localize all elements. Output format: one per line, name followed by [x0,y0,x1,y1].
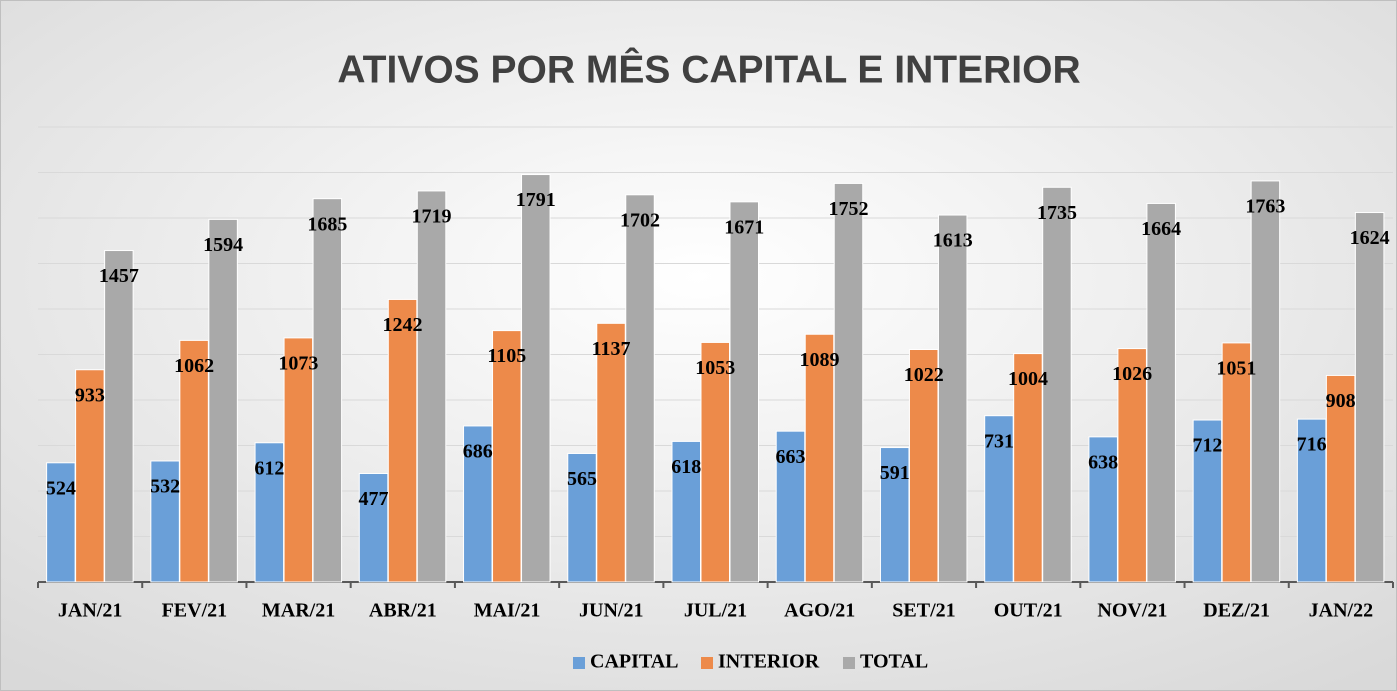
bar [150,460,180,583]
data-label: 1685 [307,213,347,235]
bar [492,330,522,583]
bar [1117,348,1147,583]
data-label: 565 [567,468,597,490]
x-tick-label: MAR/21 [262,600,335,622]
bar [283,337,314,583]
bar [729,201,759,583]
bar [625,194,655,583]
data-label: 686 [463,441,493,463]
x-tick-label: NOV/21 [1097,600,1167,622]
bar [596,322,626,583]
data-label: 1613 [933,230,973,252]
data-label: 1594 [203,234,243,256]
bar [1325,374,1356,583]
x-tick-label: FEV/21 [162,600,228,622]
data-label: 712 [1192,435,1222,457]
bar [1221,342,1252,583]
x-tick-label: JAN/21 [58,600,122,622]
data-label: 1791 [516,189,556,211]
x-tick-label: AGO/21 [784,600,855,622]
data-label: 1624 [1350,227,1390,249]
data-label: 1702 [620,209,660,231]
bar [521,174,551,583]
bar [358,472,389,583]
data-label: 1089 [799,349,839,371]
bar [254,442,285,583]
x-tick-label: ABR/21 [369,600,437,622]
bar [1296,418,1327,583]
data-label: 532 [150,476,180,498]
bar [908,348,939,583]
bar [1354,212,1385,583]
data-label: 663 [775,446,805,468]
data-label: 1457 [99,265,139,287]
data-label: 1137 [592,338,631,360]
data-label: 1763 [1245,196,1285,218]
bar [75,369,105,583]
legend-swatch [573,657,585,669]
data-label: 731 [984,430,1014,452]
legend-swatch [843,657,855,669]
data-label: 618 [671,456,701,478]
legend-swatch [701,657,713,669]
data-label: 612 [254,457,284,479]
data-label: 1053 [695,357,735,379]
data-label: 591 [880,462,910,484]
x-tick-label: SET/21 [892,600,955,622]
data-label: 1022 [904,364,944,386]
data-label: 1073 [278,352,318,374]
data-label: 1671 [724,216,764,238]
bar [312,198,343,583]
bar [1042,186,1072,583]
bar [1146,202,1176,583]
data-label: 1242 [383,314,423,336]
bar [671,440,701,583]
data-label: 638 [1088,451,1118,473]
bar [463,425,493,583]
legend-label: TOTAL [860,651,928,673]
bar [1013,353,1043,583]
data-label: 1004 [1008,368,1048,390]
bar [937,214,968,583]
data-label: 1752 [828,198,868,220]
bar [1250,180,1281,583]
bar [833,182,864,583]
data-label: 1105 [487,345,526,367]
bar [46,462,76,583]
x-tick-label: JAN/22 [1309,600,1373,622]
bar [208,218,238,583]
data-label: 716 [1297,434,1327,456]
legend-label: CAPITAL [590,651,679,673]
data-label: 1026 [1112,363,1152,385]
bar [775,430,806,583]
bar [984,415,1014,583]
data-label: 1735 [1037,202,1077,224]
data-label: 908 [1326,390,1356,412]
data-label: 933 [75,384,105,406]
data-label: 1062 [174,355,214,377]
bar [700,341,730,583]
x-tick-label: OUT/21 [994,600,1063,622]
chart-title: ATIVOS POR MÊS CAPITAL E INTERIOR [337,47,1080,91]
legend-label: INTERIOR [718,651,820,673]
data-label: 1664 [1141,218,1181,240]
bar [416,190,447,583]
x-tick-label: JUL/21 [684,600,747,622]
data-label: 1719 [412,206,452,228]
bar [879,447,910,583]
x-tick-label: MAI/21 [474,600,541,622]
data-label: 477 [359,488,389,510]
bar [104,250,134,583]
data-label: 1051 [1216,357,1256,379]
bar [387,298,418,583]
x-tick-label: JUN/21 [579,600,643,622]
bar [804,333,835,583]
x-tick-label: DEZ/21 [1203,600,1270,622]
data-label: 524 [46,477,76,499]
